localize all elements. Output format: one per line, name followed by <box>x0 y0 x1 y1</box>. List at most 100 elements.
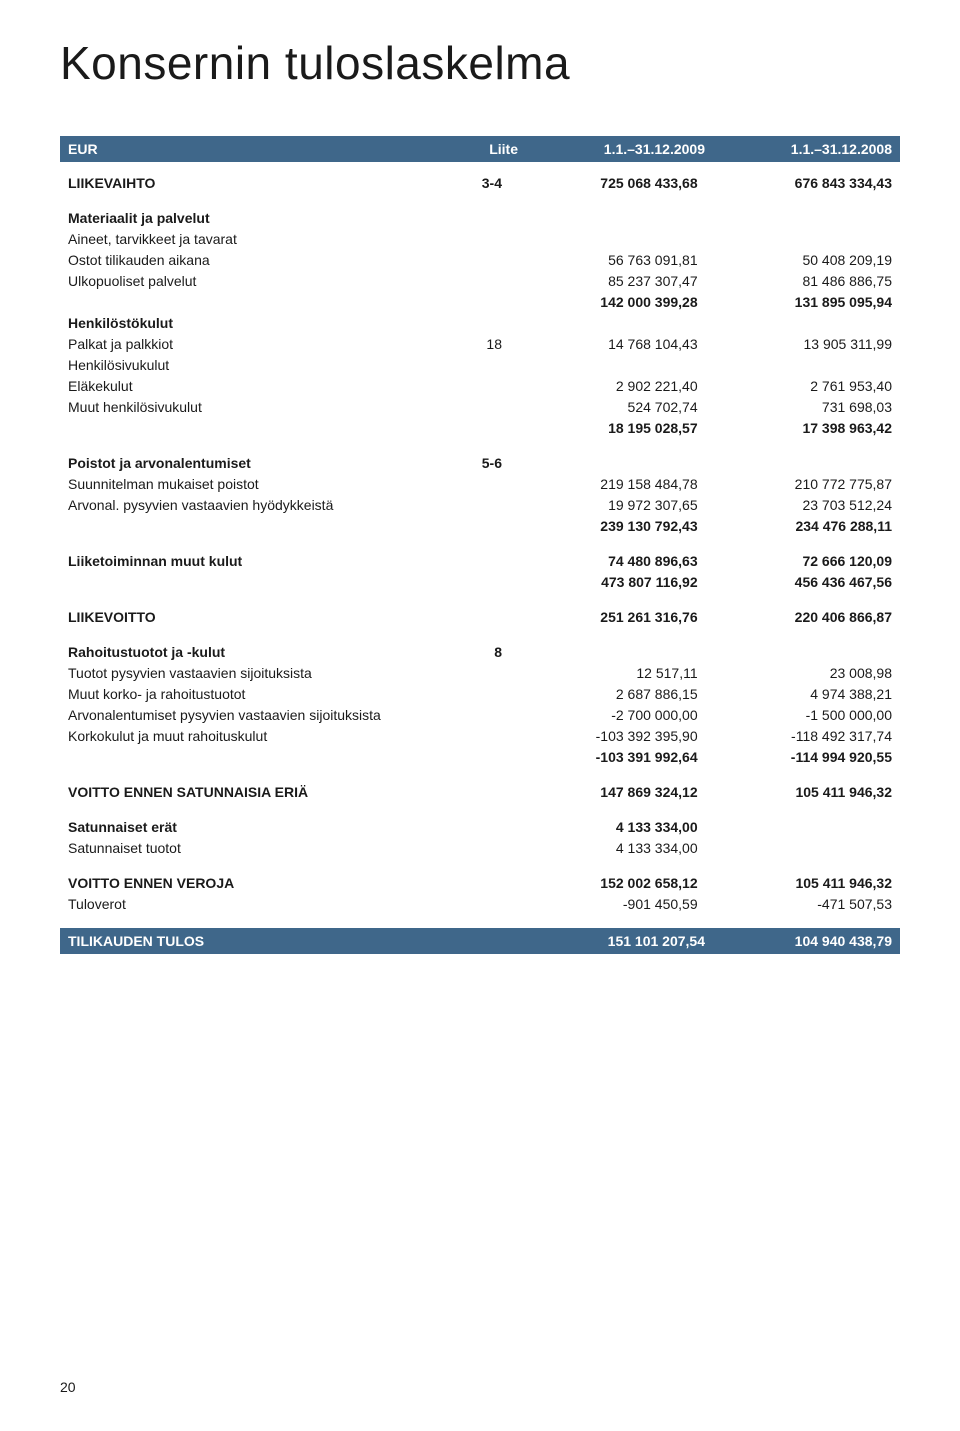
table-row <box>60 767 900 781</box>
row-value-1 <box>510 641 706 662</box>
row-liite <box>430 816 510 837</box>
row-value-2: 131 895 095,94 <box>706 291 900 312</box>
page-number: 20 <box>60 1379 76 1395</box>
row-value-2 <box>706 312 900 333</box>
table-row: Henkilösivukulut <box>60 354 900 375</box>
row-value-1: 14 768 104,43 <box>510 333 706 354</box>
table-row <box>60 802 900 816</box>
row-label: Henkilösivukulut <box>60 354 430 375</box>
row-liite <box>430 249 510 270</box>
row-liite <box>430 494 510 515</box>
row-label: Muut korko- ja rahoitustuotot <box>60 683 430 704</box>
row-label: Ulkopuoliset palvelut <box>60 270 430 291</box>
row-liite <box>430 515 510 536</box>
table-row: Tuotot pysyvien vastaavien sijoituksista… <box>60 662 900 683</box>
row-value-1: 473 807 116,92 <box>510 571 706 592</box>
row-value-2 <box>706 354 900 375</box>
table-row: Palkat ja palkkiot1814 768 104,4313 905 … <box>60 333 900 354</box>
footer-value-2: 104 940 438,79 <box>705 933 892 949</box>
row-label: Materiaalit ja palvelut <box>60 207 430 228</box>
row-value-1: 219 158 484,78 <box>510 473 706 494</box>
table-row <box>60 627 900 641</box>
row-value-2 <box>706 837 900 858</box>
row-liite <box>430 550 510 571</box>
row-value-1 <box>510 354 706 375</box>
table-row: Korkokulut ja muut rahoituskulut-103 392… <box>60 725 900 746</box>
table-row: Suunnitelman mukaiset poistot 219 158 484… <box>60 473 900 494</box>
row-value-2: 456 436 467,56 <box>706 571 900 592</box>
row-liite <box>430 725 510 746</box>
header-liite: Liite <box>438 141 518 157</box>
table-row: 142 000 399,28131 895 095,94 <box>60 291 900 312</box>
table-row: -103 391 992,64-114 994 920,55 <box>60 746 900 767</box>
row-value-2: -118 492 317,74 <box>706 725 900 746</box>
row-label: Arvonalentumiset pysyvien vastaavien sij… <box>60 704 430 725</box>
row-liite <box>430 606 510 627</box>
table-row <box>60 536 900 550</box>
row-value-1 <box>510 312 706 333</box>
table-row: Arvonalentumiset pysyvien vastaavien sij… <box>60 704 900 725</box>
table-row: Muut henkilösivukulut524 702,74731 698,0… <box>60 396 900 417</box>
row-liite <box>430 781 510 802</box>
row-liite <box>430 746 510 767</box>
page-title: Konsernin tuloslaskelma <box>60 36 900 90</box>
row-value-2: 210 772 775,87 <box>706 473 900 494</box>
row-label <box>60 291 430 312</box>
income-statement-table: LIIKEVAIHTO3-4725 068 433,68676 843 334,… <box>60 172 900 914</box>
row-liite: 3-4 <box>430 172 510 193</box>
table-row: Eläkekulut2 902 221,402 761 953,40 <box>60 375 900 396</box>
row-label: Rahoitustuotot ja -kulut <box>60 641 430 662</box>
row-label: Muut henkilösivukulut <box>60 396 430 417</box>
row-label: Poistot ja arvonalentumiset <box>60 452 430 473</box>
table-row: Liiketoiminnan muut kulut74 480 896,6372… <box>60 550 900 571</box>
row-value-1: 12 517,11 <box>510 662 706 683</box>
row-value-1: 524 702,74 <box>510 396 706 417</box>
row-value-2 <box>706 207 900 228</box>
row-liite <box>430 396 510 417</box>
row-value-2: 72 666 120,09 <box>706 550 900 571</box>
row-value-1: 251 261 316,76 <box>510 606 706 627</box>
row-label: Ostot tilikauden aikana <box>60 249 430 270</box>
row-value-2: 81 486 886,75 <box>706 270 900 291</box>
row-value-2 <box>706 228 900 249</box>
row-value-1: -901 450,59 <box>510 893 706 914</box>
row-value-1: 4 133 334,00 <box>510 816 706 837</box>
table-row: 239 130 792,43234 476 288,11 <box>60 515 900 536</box>
row-value-2: 50 408 209,19 <box>706 249 900 270</box>
row-value-1: 147 869 324,12 <box>510 781 706 802</box>
row-label: Liiketoiminnan muut kulut <box>60 550 430 571</box>
row-value-1: 4 133 334,00 <box>510 837 706 858</box>
row-liite <box>430 312 510 333</box>
footer-label: TILIKAUDEN TULOS <box>68 933 518 949</box>
row-value-1: 56 763 091,81 <box>510 249 706 270</box>
row-liite <box>430 270 510 291</box>
table-row: LIIKEVAIHTO3-4725 068 433,68676 843 334,… <box>60 172 900 193</box>
table-row: Henkilöstökulut <box>60 312 900 333</box>
row-label: Suunnitelman mukaiset poistot <box>60 473 430 494</box>
row-label: Satunnaiset tuotot <box>60 837 430 858</box>
table-row <box>60 193 900 207</box>
row-liite <box>430 683 510 704</box>
table-row: Satunnaiset erät4 133 334,00 <box>60 816 900 837</box>
row-value-1 <box>510 452 706 473</box>
row-value-2: -1 500 000,00 <box>706 704 900 725</box>
row-value-2: 234 476 288,11 <box>706 515 900 536</box>
table-row: 18 195 028,5717 398 963,42 <box>60 417 900 438</box>
row-value-1: -103 391 992,64 <box>510 746 706 767</box>
row-value-2: 23 703 512,24 <box>706 494 900 515</box>
row-liite: 8 <box>430 641 510 662</box>
table-row <box>60 592 900 606</box>
row-value-2: 4 974 388,21 <box>706 683 900 704</box>
row-value-1 <box>510 228 706 249</box>
row-value-1: -2 700 000,00 <box>510 704 706 725</box>
row-value-2: 105 411 946,32 <box>706 872 900 893</box>
row-label: Palkat ja palkkiot <box>60 333 430 354</box>
row-value-2: 2 761 953,40 <box>706 375 900 396</box>
row-liite <box>430 837 510 858</box>
row-value-2: 220 406 866,87 <box>706 606 900 627</box>
row-value-2: 676 843 334,43 <box>706 172 900 193</box>
row-value-1 <box>510 207 706 228</box>
row-value-2: 105 411 946,32 <box>706 781 900 802</box>
row-label: Tuotot pysyvien vastaavien sijoituksista <box>60 662 430 683</box>
row-value-1: 19 972 307,65 <box>510 494 706 515</box>
